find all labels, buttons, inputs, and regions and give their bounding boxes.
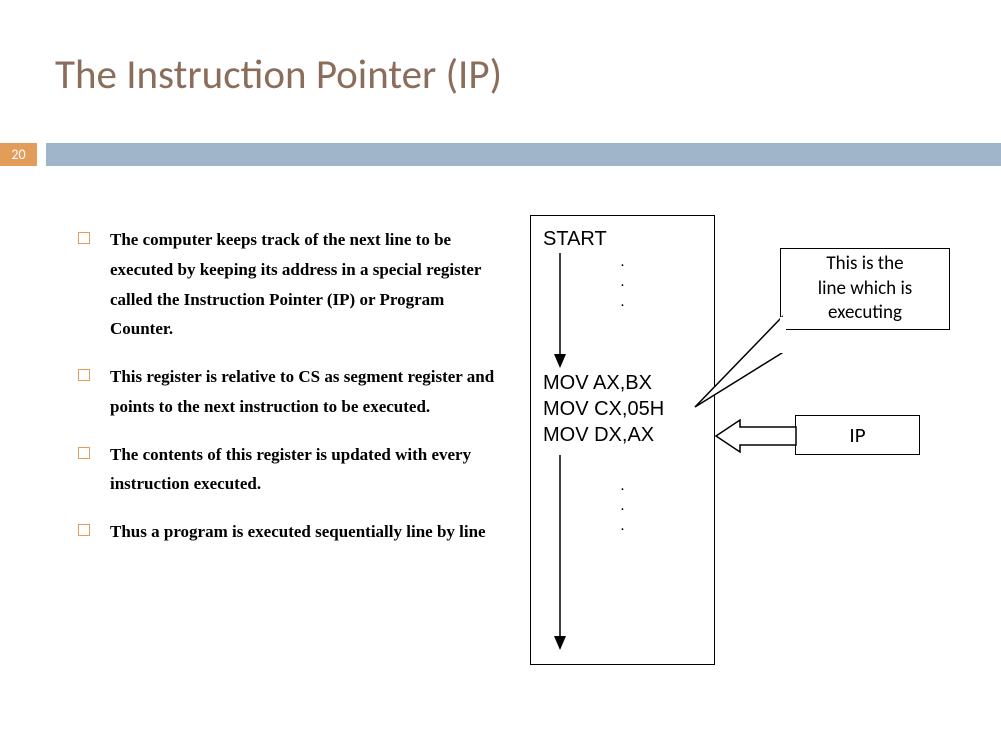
callout-pointer-icon — [690, 315, 785, 425]
callout-ip-text: IP — [849, 422, 865, 448]
callout-executing: This is the line which is executing — [780, 248, 950, 330]
title-divider — [46, 143, 1001, 166]
bullet-marker-icon — [78, 369, 90, 381]
arrow-down-2-icon — [550, 455, 570, 655]
bullet-marker-icon — [78, 524, 90, 536]
bullet-text: The computer keeps track of the next lin… — [110, 225, 508, 344]
bullet-text: This register is relative to CS as segme… — [110, 362, 508, 422]
code-mov3: MOV DX,AX — [543, 422, 702, 448]
bullet-item: Thus a program is executed sequentially … — [78, 517, 508, 547]
bullet-item: This register is relative to CS as segme… — [78, 362, 508, 422]
bullet-marker-icon — [78, 447, 90, 459]
bullet-item: The computer keeps track of the next lin… — [78, 225, 508, 344]
page-number-badge: 20 — [0, 143, 37, 166]
slide-title: The Instruction Pointer (IP) — [55, 50, 502, 100]
diagram-area: START . . . MOV AX,BX MOV CX,05H MOV DX,… — [530, 215, 970, 675]
arrow-down-1-icon — [550, 253, 570, 373]
code-mov1: MOV AX,BX — [543, 370, 702, 396]
bullet-text: The contents of this register is updated… — [110, 440, 508, 500]
ip-arrow-icon — [712, 418, 798, 454]
code-start: START — [543, 226, 702, 252]
bullet-item: The contents of this register is updated… — [78, 440, 508, 500]
callout-executing-text: This is the line which is executing — [818, 252, 912, 326]
code-mov2: MOV CX,05H — [543, 396, 702, 422]
callout-ip: IP — [795, 415, 920, 455]
bullet-list: The computer keeps track of the next lin… — [78, 225, 508, 565]
bullet-marker-icon — [78, 232, 90, 244]
bullet-text: Thus a program is executed sequentially … — [110, 517, 486, 547]
